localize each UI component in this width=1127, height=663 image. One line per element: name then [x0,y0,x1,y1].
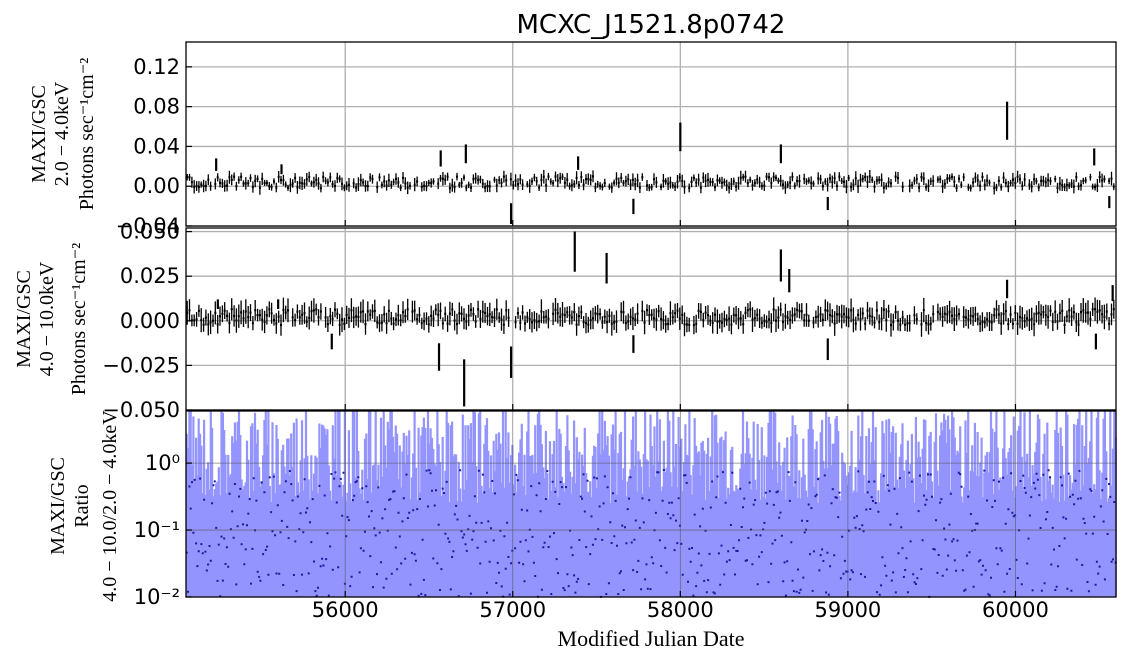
y-tick-label: 0.04 [133,134,180,158]
panel-soft: 0.12 0.08 0.04 0.00 −0.04 MAXI/GSC 2.0 − 4.0… [28,41,1117,238]
chart-title: MCXC_J1521.8p0742 [517,10,786,40]
x-tick-label: 60000 [982,598,1049,622]
panel-soft-ylabel-line2: 2.0 − 4.0keV [51,81,73,186]
panel-ratio-ylabel-line2: Ratio [71,484,93,527]
y-tick-label: 0.025 [120,264,180,288]
y-tick-label: 10⁰ [145,451,180,475]
panel-soft-frame [185,41,1117,227]
panel-ratio-y-ticks: 10⁰ 10⁻¹ 10⁻² [134,451,192,609]
x-tick-label: 57000 [479,598,546,622]
panel-hard-y-ticks: 0.050 0.025 0.000 −0.025 −0.050 [102,220,192,422]
panel-soft-grid [186,42,1116,227]
hard-band-series [186,231,1115,407]
soft-band-series [186,101,1115,225]
y-tick-label: −0.050 [102,398,180,422]
x-tick-label: 58000 [647,598,714,622]
panel-hard-ylabel-line2: 4.0 − 10.0keV [36,261,58,376]
data-bins [186,175,1115,190]
y-tick-label: −0.04 [116,214,180,238]
panel-hard-grid [186,228,1116,411]
y-tick-label: 10⁻¹ [134,518,180,542]
y-tick-label: 0.050 [120,220,180,244]
panel-hard: 0.050 0.025 0.000 −0.025 −0.050 MAXI/GSC 4.0… [13,220,1117,422]
y-tick-label: 0.12 [133,55,180,79]
x-tick-label: 59000 [814,598,881,622]
panel-soft-ylabel-line1: MAXI/GSC [28,85,50,183]
panel-hard-ylabel-line1: MAXI/GSC [13,270,35,368]
x-tick-label: 56000 [312,598,379,622]
y-tick-label: 0.000 [120,309,180,333]
panel-soft-ylabel-line3: Photons sec⁻¹cm⁻² [76,58,98,211]
panel-ratio-frame [185,410,1117,598]
x-axis-label: Modified Julian Date [558,626,745,651]
y-tick-label: 0.08 [133,95,180,119]
data-bins [186,308,1115,327]
ratio-series [185,411,1117,598]
y-tick-label: 10⁻² [134,585,180,609]
panel-ratio-ylabel-line3: 4.0 − 10.0/2.0 − 4.0keV [99,410,121,602]
y-tick-label: 0.00 [133,174,180,198]
error-bars [186,169,1115,195]
y-tick-label: −0.025 [102,353,180,377]
panel-ratio: 10⁰ 10⁻¹ 10⁻² MAXI/GSC Ratio 4.0 − 10.0/2.… [47,410,1117,609]
panel-ratio-ylabel-line1: MAXI/GSC [47,457,69,555]
panel-soft-y-ticks: 0.12 0.08 0.04 0.00 −0.04 [116,55,192,238]
panel-hard-frame [185,227,1117,411]
ratio-error-bars [185,411,1117,597]
panel-hard-ylabel-line3: Photons sec⁻¹cm⁻² [68,243,90,396]
x-axis-ticks: 56000 57000 58000 59000 60000 [312,220,1049,622]
